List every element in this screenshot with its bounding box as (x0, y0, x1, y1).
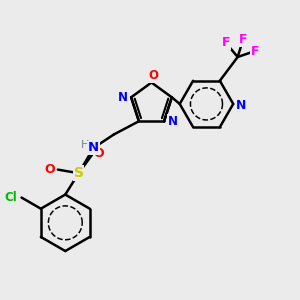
Text: O: O (94, 147, 104, 160)
Text: H: H (80, 140, 89, 150)
Text: O: O (44, 163, 55, 176)
Text: Cl: Cl (4, 191, 17, 204)
Text: F: F (239, 33, 247, 46)
Text: F: F (221, 36, 230, 49)
Text: F: F (251, 44, 259, 58)
Text: N: N (167, 115, 177, 128)
Text: O: O (148, 70, 158, 83)
Text: N: N (88, 141, 99, 154)
Text: S: S (74, 166, 84, 180)
Text: N: N (118, 91, 128, 104)
Text: N: N (236, 99, 247, 112)
